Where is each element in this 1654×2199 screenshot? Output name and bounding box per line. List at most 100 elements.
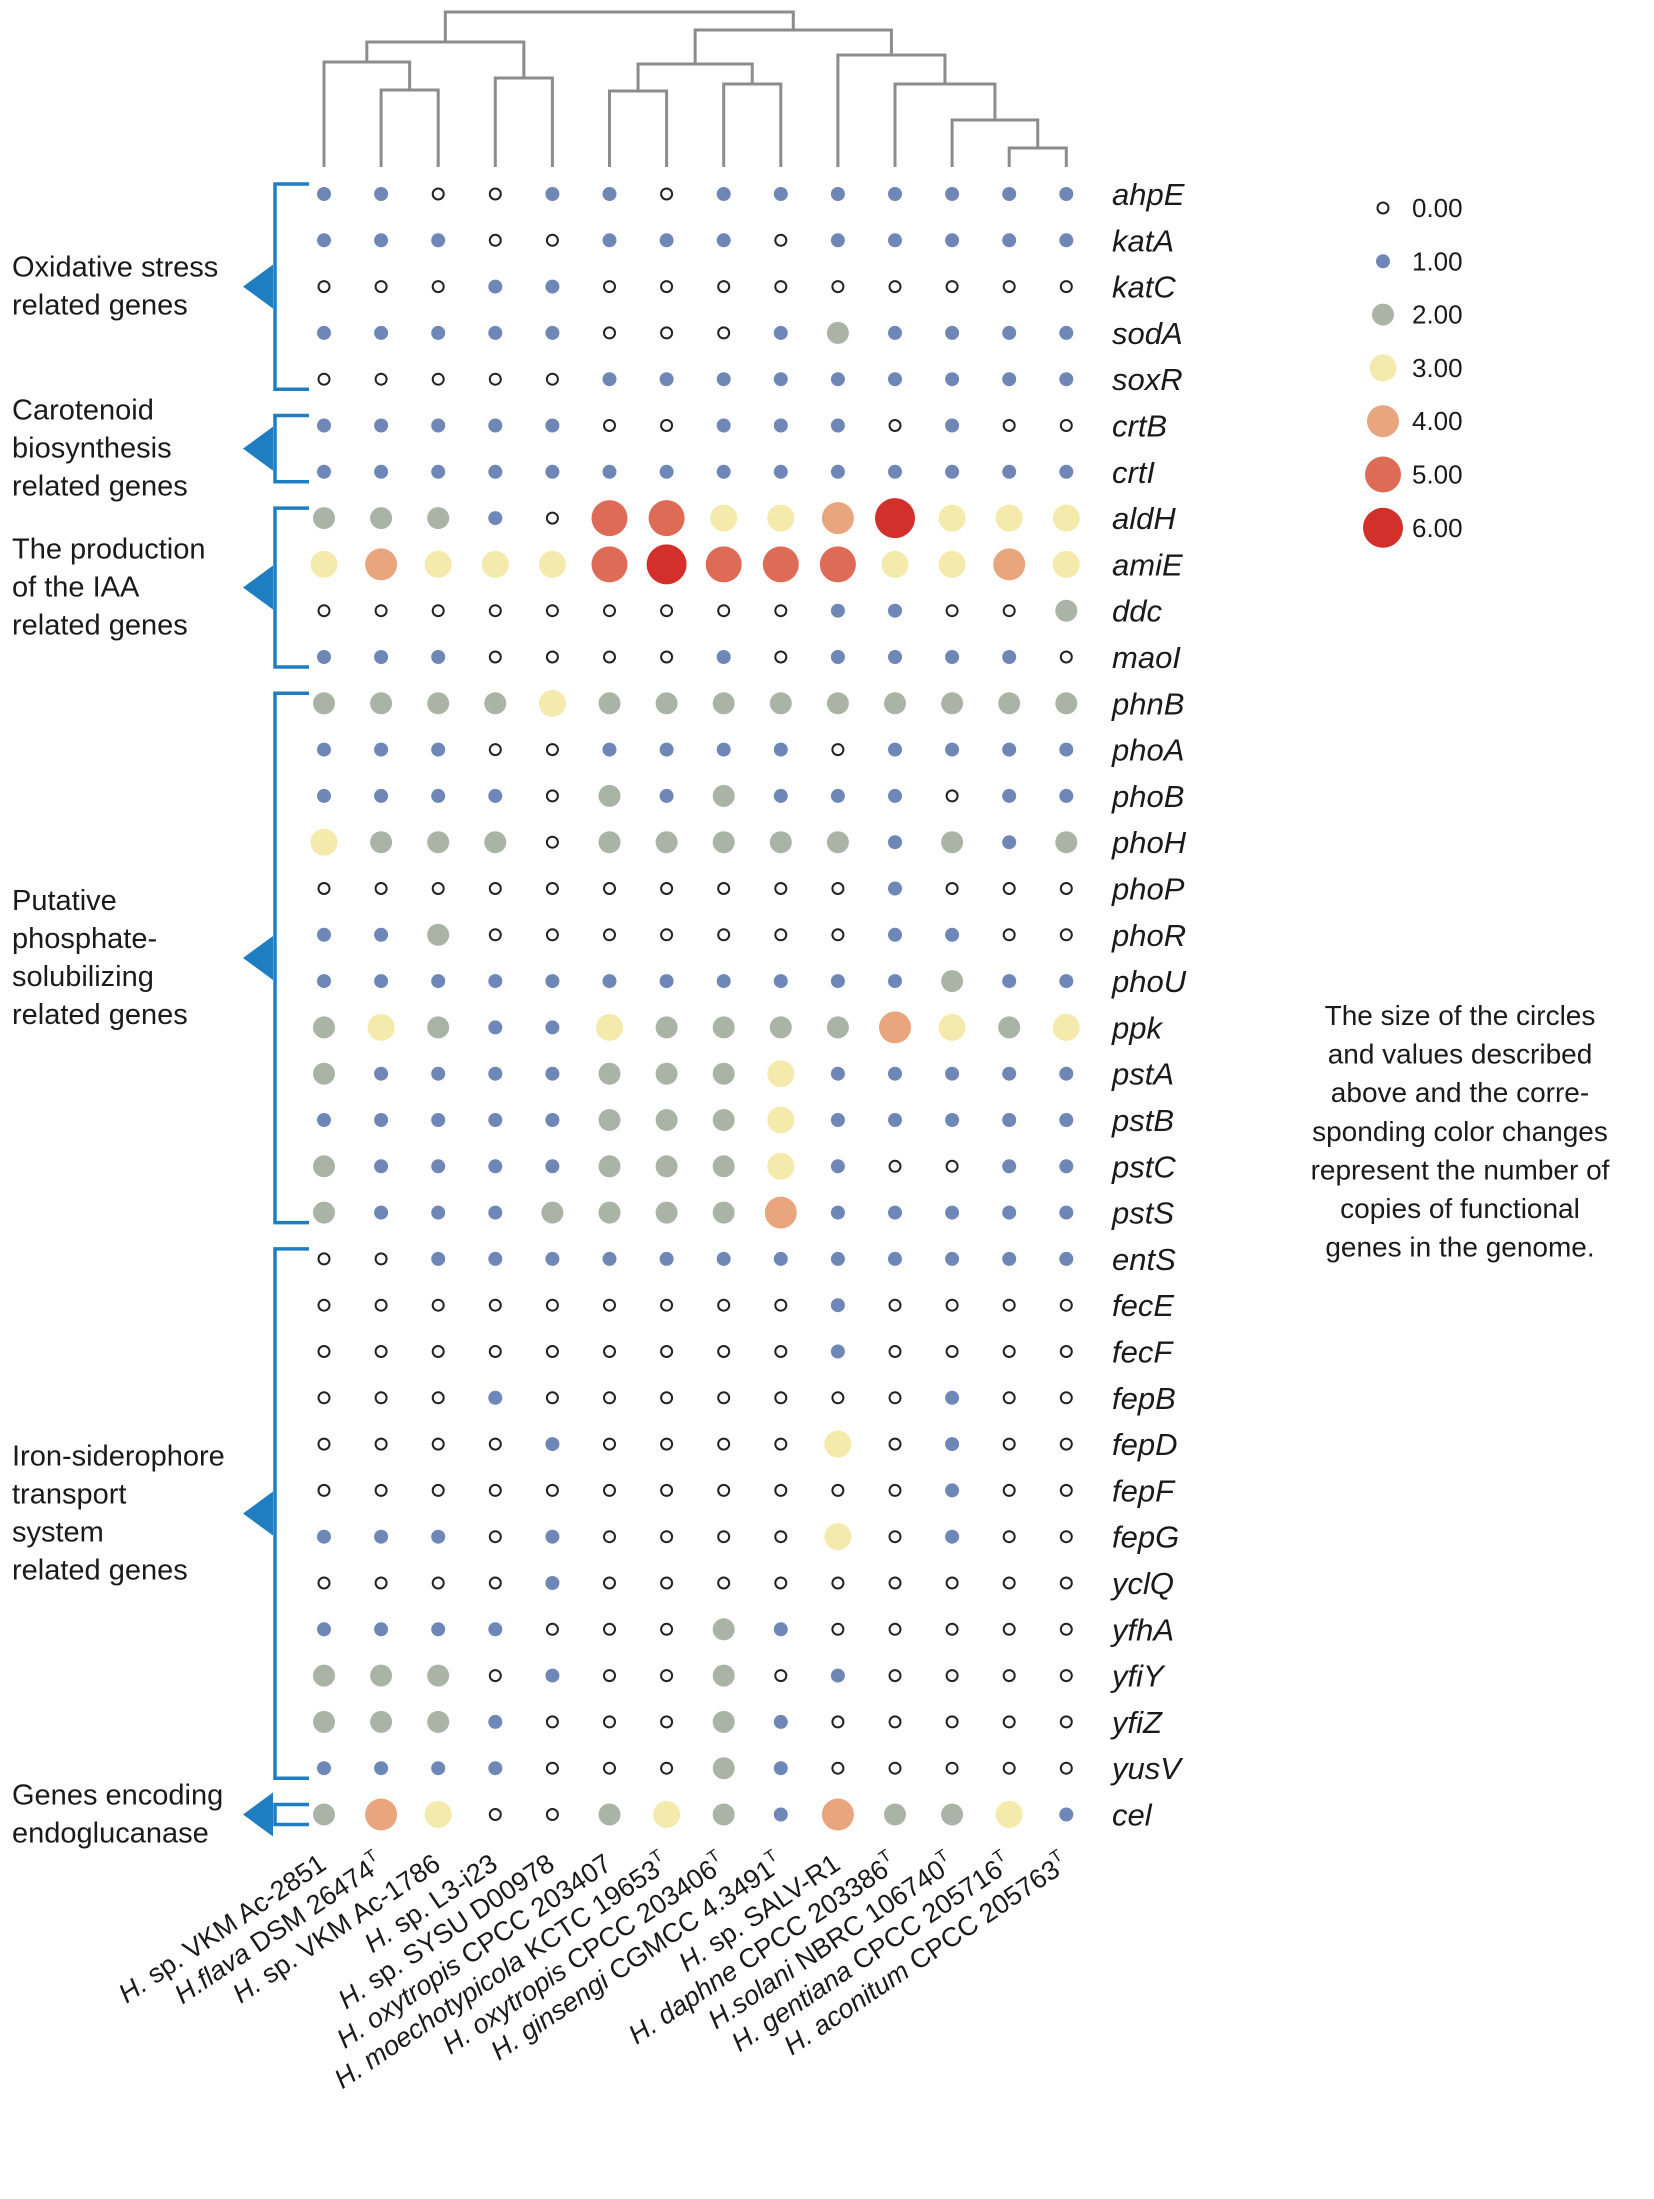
dot-fecE-1 — [374, 1298, 388, 1312]
dot-phoB-10 — [888, 788, 902, 803]
dot-fepD-4 — [545, 1437, 560, 1452]
dot-cel-13 — [1059, 1807, 1074, 1822]
dot-phnB-6 — [655, 692, 678, 715]
note-line-0: The size of the circles — [1325, 1000, 1596, 1031]
dot-ppk-5 — [596, 1013, 623, 1041]
dot-katC-3 — [488, 279, 503, 294]
dot-fepD-12 — [1002, 1437, 1016, 1451]
group-label-3-0: Putative — [12, 885, 117, 917]
dot-fecE-11 — [945, 1298, 959, 1312]
dot-fecF-4 — [545, 1345, 559, 1358]
dot-sodA-3 — [488, 325, 503, 340]
dot-phoP-6 — [660, 882, 674, 895]
dot-ddc-4 — [545, 604, 559, 618]
dot-pstA-1 — [374, 1066, 389, 1081]
dot-ddc-7 — [717, 604, 731, 618]
gene-label-ppk: ppk — [1111, 1010, 1163, 1045]
dot-yfhA-4 — [545, 1622, 559, 1636]
dot-fepG-12 — [1002, 1530, 1016, 1544]
gene-labels: ahpE katA katC sodA soxR crtB crtI aldH amiE ddc m… — [1110, 177, 1187, 1833]
dot-phoR-8 — [774, 928, 788, 942]
group-label-0-0: Oxidative stress — [12, 252, 218, 284]
dot-phoP-10 — [888, 881, 902, 896]
dot-ddc-13 — [1055, 599, 1078, 622]
dot-fepG-2 — [431, 1529, 446, 1544]
dot-yusV-7 — [712, 1757, 735, 1780]
dot-fepB-0 — [317, 1391, 331, 1405]
dot-pstC-13 — [1059, 1159, 1074, 1174]
dot-sodA-1 — [374, 325, 389, 340]
dot-phoU-13 — [1059, 974, 1074, 989]
dot-phoP-2 — [431, 882, 445, 895]
legend-label-1.00: 1.00 — [1412, 246, 1463, 276]
dot-fecE-13 — [1059, 1298, 1073, 1312]
gene-label-fepG: fepG — [1112, 1520, 1179, 1555]
dot-pstC-7 — [712, 1155, 735, 1178]
dot-pstA-0 — [313, 1062, 335, 1085]
dot-fecE-0 — [317, 1298, 331, 1312]
dot-phoR-4 — [545, 928, 559, 942]
dot-fepD-7 — [717, 1437, 731, 1451]
dot-ppk-11 — [938, 1013, 966, 1041]
group-label-5-0: Genes encoding — [12, 1780, 223, 1812]
note-line-5: copies of functional — [1340, 1193, 1580, 1224]
dot-fecF-9 — [830, 1344, 845, 1359]
dot-pstS-13 — [1059, 1205, 1074, 1220]
dot-crtB-2 — [431, 418, 446, 433]
gene-label-ddc: ddc — [1112, 594, 1162, 629]
dot-yclQ-2 — [431, 1576, 445, 1590]
dot-katC-12 — [1002, 280, 1016, 294]
dot-phoR-5 — [603, 928, 616, 942]
dot-fecF-12 — [1002, 1345, 1016, 1358]
dot-phoH-10 — [888, 835, 902, 850]
dot-crtI-6 — [659, 464, 674, 479]
dot-cel-2 — [424, 1801, 452, 1828]
note-line-1: and values described — [1328, 1039, 1593, 1070]
dot-phnB-9 — [826, 692, 849, 715]
dot-pstS-10 — [888, 1205, 902, 1220]
dot-katC-7 — [717, 280, 731, 294]
dot-fecF-10 — [888, 1345, 902, 1358]
gene-label-aldH: aldH — [1112, 501, 1176, 536]
dot-fecE-8 — [774, 1298, 788, 1312]
dot-yfiZ-12 — [1002, 1715, 1016, 1729]
dot-ddc-12 — [1002, 604, 1016, 618]
gene-label-phnB: phnB — [1111, 686, 1184, 721]
dot-katC-8 — [774, 280, 788, 294]
dot-fecF-6 — [660, 1345, 674, 1358]
gene-label-maoI: maoI — [1112, 640, 1181, 675]
dendrogram — [322, 10, 1068, 167]
dot-aldH-7 — [710, 504, 738, 532]
dot-soxR-0 — [317, 372, 331, 386]
dendrogram-branch-5 — [722, 82, 783, 167]
dot-yclQ-9 — [831, 1576, 845, 1590]
gene-label-fepB: fepB — [1112, 1381, 1176, 1416]
dot-yfhA-7 — [712, 1618, 735, 1641]
dot-crtI-9 — [830, 464, 845, 479]
group-label-3-2: solubilizing — [12, 961, 154, 993]
dot-katC-0 — [317, 280, 331, 294]
dot-pstB-8 — [767, 1106, 795, 1134]
dot-phoR-0 — [317, 927, 331, 942]
dot-aldH-5 — [591, 500, 628, 537]
dot-yfhA-12 — [1002, 1622, 1016, 1636]
gene-label-phoH: phoH — [1111, 825, 1187, 860]
dot-maoI-8 — [774, 650, 788, 664]
dot-pstC-2 — [431, 1159, 446, 1174]
note-line-3: sponding color changes — [1312, 1116, 1608, 1147]
dot-fepD-9 — [824, 1430, 852, 1458]
dot-phoR-7 — [717, 928, 731, 942]
dot-entS-2 — [431, 1251, 446, 1266]
dot-crtB-8 — [773, 418, 788, 433]
dot-aldH-12 — [995, 504, 1023, 532]
dot-entS-8 — [773, 1251, 788, 1266]
dot-pstC-9 — [830, 1159, 845, 1174]
dot-fecE-4 — [545, 1298, 559, 1312]
dot-fepF-7 — [717, 1483, 731, 1497]
dot-pstS-1 — [374, 1205, 389, 1220]
dot-soxR-9 — [830, 372, 845, 387]
dot-katA-10 — [888, 233, 902, 248]
dot-phoR-12 — [1002, 928, 1016, 942]
group-label-4-1: transport — [12, 1479, 126, 1511]
dot-entS-1 — [374, 1252, 388, 1266]
